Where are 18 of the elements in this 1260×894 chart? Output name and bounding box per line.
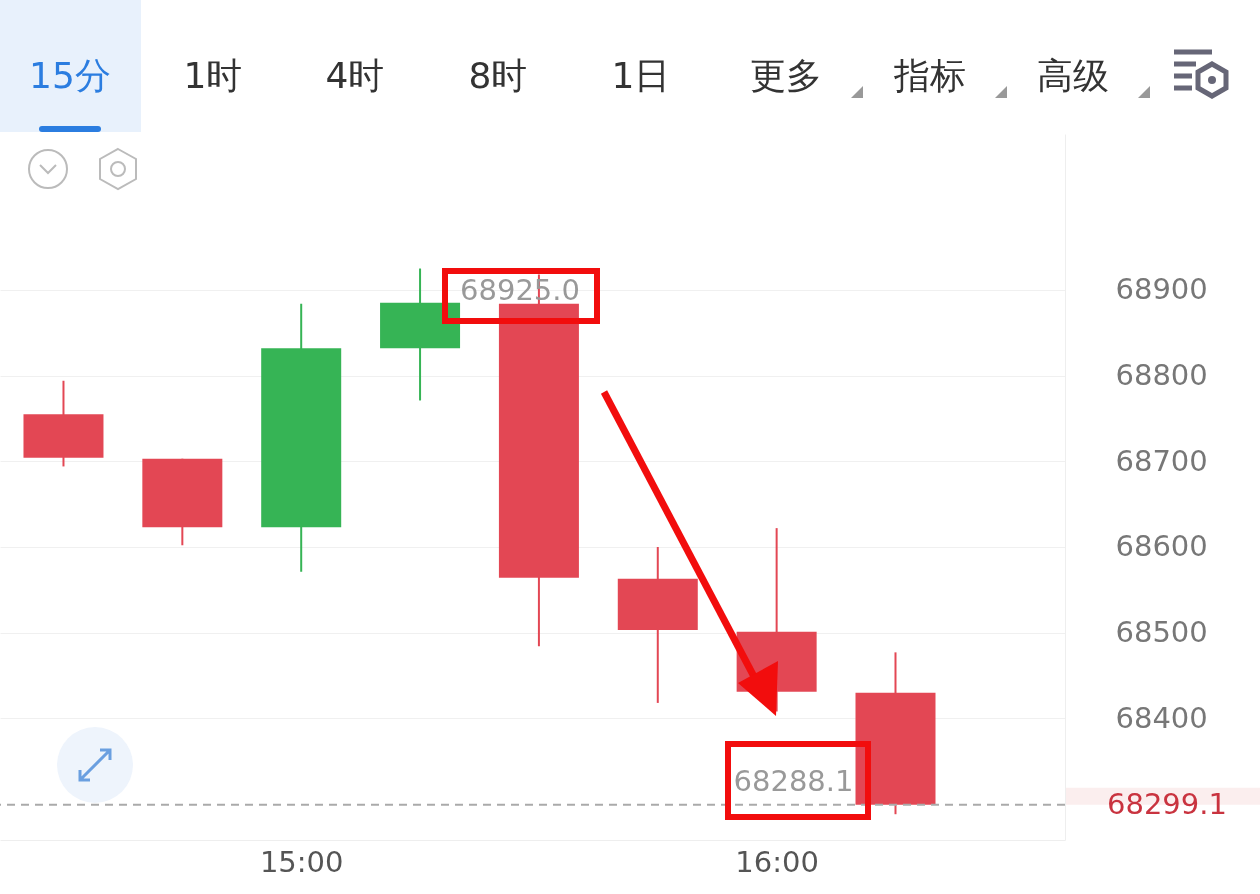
text: 1时 xyxy=(182,54,244,98)
y-tick-label: 68400 xyxy=(1115,700,1208,735)
y-tick-label: 68700 xyxy=(1115,443,1208,478)
annotation: 68288.1 xyxy=(733,764,854,799)
text: 更多 xyxy=(749,54,823,98)
text: 8时 xyxy=(467,54,529,98)
y-tick-label: 68900 xyxy=(1115,272,1208,307)
text: 15分 xyxy=(0,0,141,132)
y-tick-label: 68800 xyxy=(1115,358,1208,393)
text: 指标 xyxy=(893,54,967,98)
y-tick-label: 68500 xyxy=(1115,615,1208,650)
y-tick-label: 68600 xyxy=(1115,529,1208,564)
text: 高级 xyxy=(1036,54,1110,98)
x-tick-label: 16:00 xyxy=(735,844,819,879)
text: 4时 xyxy=(324,54,386,98)
x-tick-label: 15:00 xyxy=(259,844,344,879)
text: 1日 xyxy=(610,54,672,98)
ref-line-label: 68299.1 xyxy=(1107,786,1227,821)
